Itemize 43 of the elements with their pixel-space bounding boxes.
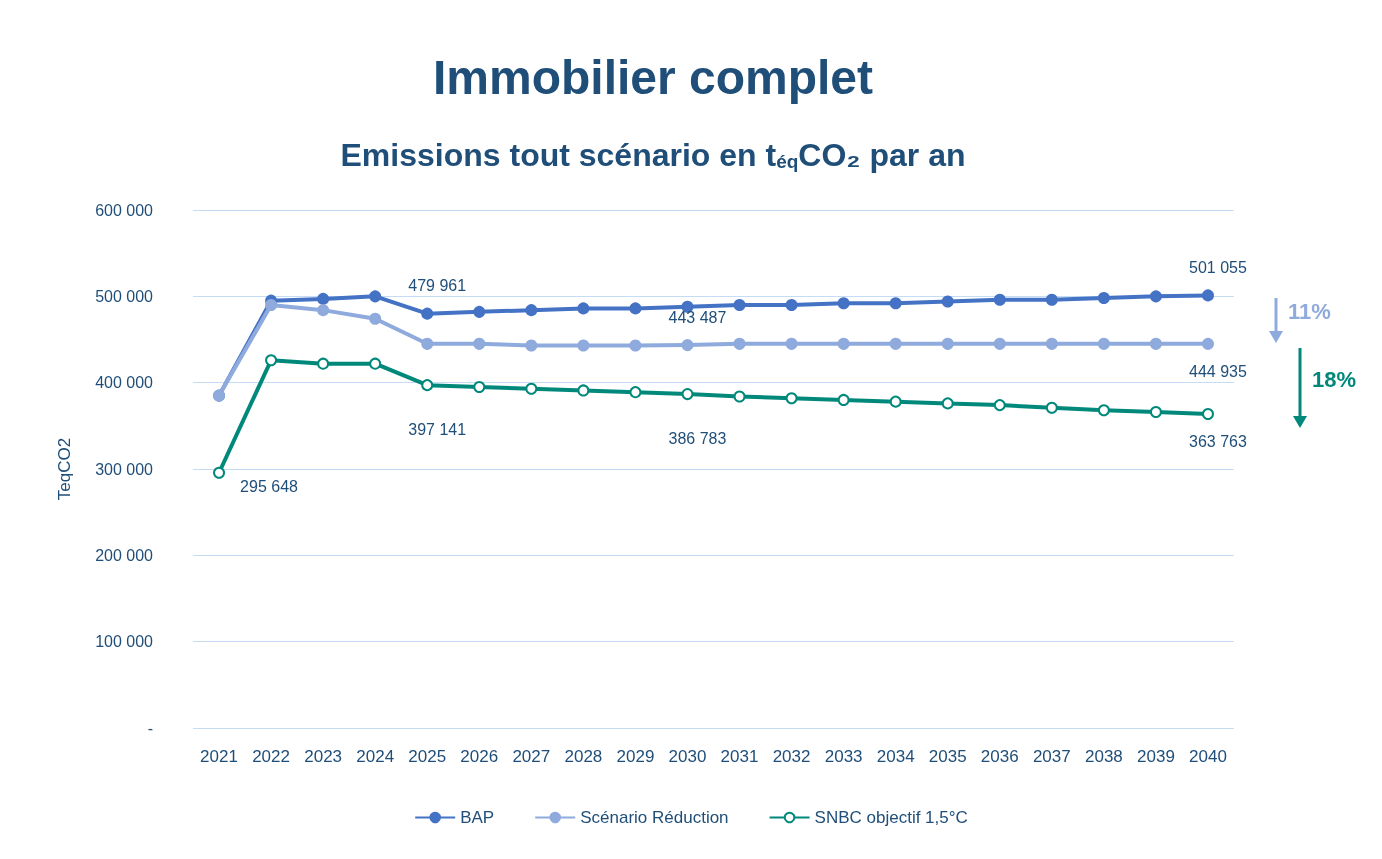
legend-label: Scénario Réduction bbox=[580, 808, 729, 827]
x-tick-label: 2029 bbox=[616, 747, 655, 766]
text: 11% bbox=[1288, 299, 1331, 324]
x-tick-label: 2023 bbox=[304, 747, 343, 766]
x-tick-label: 2028 bbox=[564, 747, 603, 766]
x-tick-label: 2021 bbox=[200, 747, 238, 766]
y-tick-label: 300 000 bbox=[95, 460, 154, 478]
x-tick-label: 2035 bbox=[928, 747, 967, 766]
data-label: 386 783 bbox=[668, 429, 727, 447]
text: 18% bbox=[1312, 366, 1357, 392]
y-tick-label: 400 000 bbox=[95, 374, 154, 392]
data-label: 397 141 bbox=[408, 420, 467, 438]
y-axis-title: TeqCO2 bbox=[55, 437, 74, 501]
y-tick-label: 100 000 bbox=[95, 633, 154, 651]
x-tick-label: 2031 bbox=[720, 747, 759, 766]
x-tick-label: 2039 bbox=[1137, 747, 1175, 766]
y-tick-label: 500 000 bbox=[95, 287, 154, 305]
data-label: 363 763 bbox=[1189, 433, 1247, 451]
x-tick-label: 2034 bbox=[876, 747, 915, 766]
data-label: 479 961 bbox=[408, 277, 467, 295]
x-tick-label: 2036 bbox=[980, 747, 1019, 766]
x-tick-label: 2040 bbox=[1189, 747, 1227, 766]
chart-title: Immobilier complet bbox=[432, 50, 874, 104]
data-label: 443 487 bbox=[668, 308, 727, 326]
legend-label: SNBC objectif 1,5°C bbox=[814, 808, 968, 827]
x-tick-label: 2033 bbox=[824, 747, 863, 766]
x-tick-label: 2038 bbox=[1084, 747, 1123, 766]
x-tick-label: 2032 bbox=[772, 747, 811, 766]
y-tick-label: 600 000 bbox=[95, 201, 154, 219]
x-tick-label: 2025 bbox=[408, 747, 447, 766]
y-tick-label: - bbox=[147, 719, 153, 737]
x-tick-label: 2030 bbox=[668, 747, 707, 766]
data-label: 295 648 bbox=[240, 478, 299, 496]
x-tick-label: 2022 bbox=[252, 747, 290, 766]
legend-label: BAP bbox=[460, 808, 495, 827]
data-label: 444 935 bbox=[1189, 363, 1247, 381]
x-tick-label: 2027 bbox=[512, 747, 551, 766]
x-tick-label: 2026 bbox=[460, 747, 499, 766]
y-tick-label: 200 000 bbox=[95, 546, 154, 564]
data-label: 501 055 bbox=[1189, 258, 1247, 276]
chart-subtitle: Emissions tout scénario en téqCO₂ par an bbox=[340, 136, 966, 173]
x-tick-label: 2037 bbox=[1032, 747, 1071, 766]
x-tick-label: 2024 bbox=[356, 747, 395, 766]
